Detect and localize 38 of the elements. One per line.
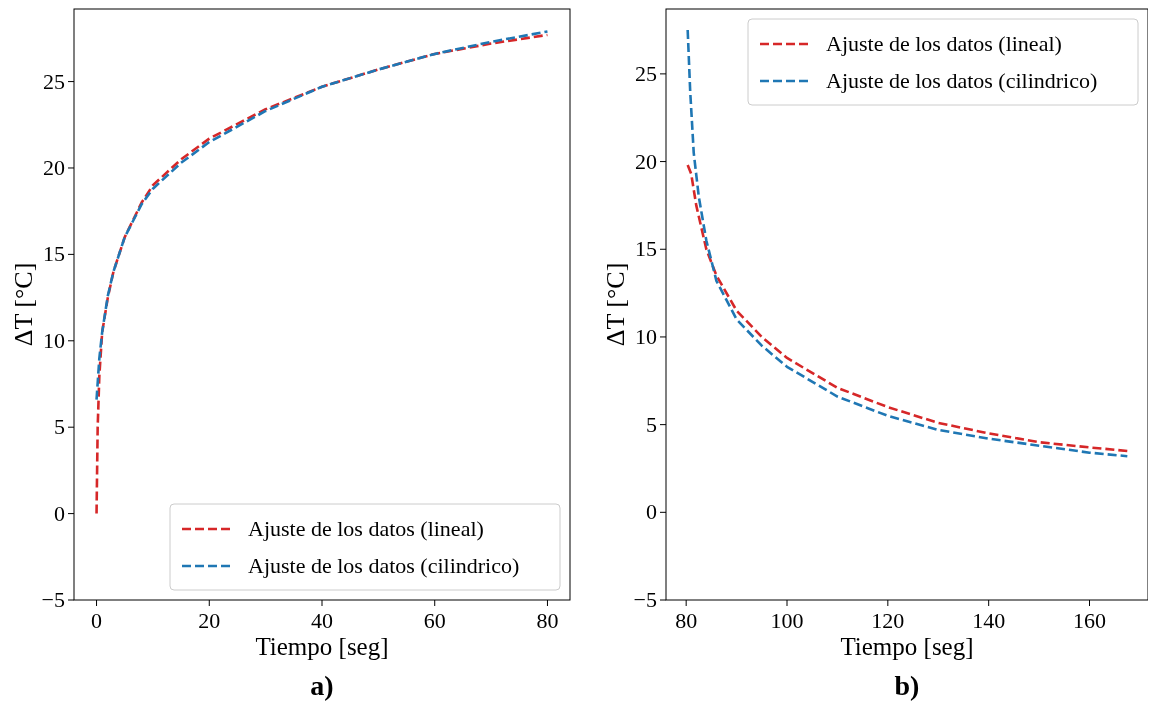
y-axis-title: ΔT [°C] xyxy=(601,262,630,347)
x-axis-title: Tiempo [seg] xyxy=(255,633,389,660)
line-series xyxy=(686,28,1129,458)
y-tick-label: 5 xyxy=(646,411,657,437)
x-tick-label: 140 xyxy=(972,608,1006,633)
x-axis-title: Tiempo [seg] xyxy=(840,633,974,660)
y-tick-label: −5 xyxy=(633,587,657,612)
text: b) xyxy=(894,670,920,701)
y-tick-label: 0 xyxy=(54,500,65,526)
legend-label: Ajuste de los datos (lineal) xyxy=(248,516,484,541)
legend-label: Ajuste de los datos (cilindrico) xyxy=(248,553,520,578)
x-tick-label: 60 xyxy=(423,608,446,633)
y-tick-label: 25 xyxy=(43,68,65,94)
y-tick-label: 15 xyxy=(635,236,657,262)
line-series xyxy=(95,30,549,401)
legend-label: Ajuste de los datos (lineal) xyxy=(826,31,1062,56)
x-tick-label: 0 xyxy=(91,608,103,633)
x-tick-label: 40 xyxy=(311,608,333,633)
y-axis-title: ΔT [°C] xyxy=(9,262,38,347)
y-tick-label: 20 xyxy=(43,154,65,180)
text: a) xyxy=(310,670,334,701)
line-series xyxy=(686,163,1129,453)
x-tick-label: 80 xyxy=(536,608,559,633)
x-tick-label: 80 xyxy=(675,608,698,633)
x-tick-label: 120 xyxy=(871,608,905,633)
y-tick-label: 25 xyxy=(635,60,657,86)
y-tick-label: 20 xyxy=(635,148,657,174)
y-tick-label: −5 xyxy=(41,587,65,612)
y-tick-label: 5 xyxy=(54,414,65,440)
y-tick-label: 10 xyxy=(635,323,657,349)
x-tick-label: 160 xyxy=(1073,608,1107,633)
legend-label: Ajuste de los datos (cilindrico) xyxy=(826,68,1098,93)
x-tick-label: 20 xyxy=(198,608,221,633)
y-tick-label: 0 xyxy=(646,499,657,525)
line-series xyxy=(95,33,549,515)
x-tick-label: 100 xyxy=(770,608,804,633)
y-tick-label: 10 xyxy=(43,327,65,353)
y-tick-label: 15 xyxy=(43,241,65,267)
